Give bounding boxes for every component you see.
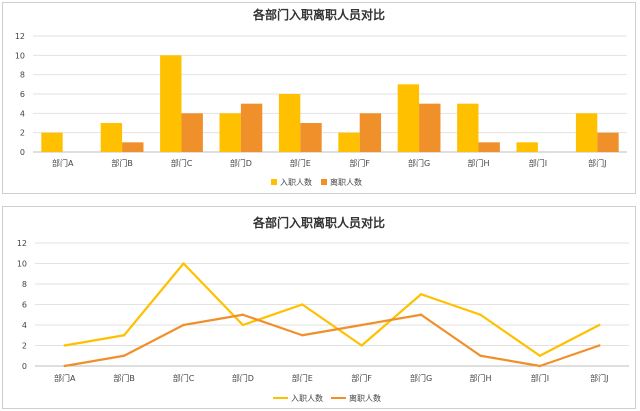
bar-leave (597, 132, 619, 152)
bar-hire (41, 132, 63, 152)
point-hire (122, 334, 126, 337)
y-tick-label: 0 (22, 362, 27, 371)
bar-chart-panel: 各部门入职离职人员对比 0 2 4 6 8 10 12 部门A 部门B 部门C 部门D 部门E 部门F… (2, 2, 636, 194)
x-tick-label: 部门G (408, 158, 430, 168)
point-leave (538, 364, 542, 368)
x-tick-label: 部门A (52, 158, 74, 168)
bar-hire (219, 113, 241, 152)
y-tick-label: 6 (22, 301, 27, 310)
x-tick-label: 部门H (469, 373, 491, 383)
line-chart-title: 各部门入职离职人员对比 (252, 215, 385, 230)
x-tick-label: 部门J (590, 373, 608, 383)
y-tick-label: 2 (22, 342, 27, 351)
point-leave (598, 344, 601, 347)
bar-hire (516, 142, 538, 152)
y-tick-label: 4 (22, 321, 27, 330)
bar-leave (181, 113, 203, 152)
legend-label-leave: 离职人数 (330, 177, 362, 187)
y-tick-label: 0 (20, 148, 25, 157)
bar-hire (457, 103, 479, 152)
x-tick-label: 部门B (111, 158, 133, 168)
bar-hire (100, 123, 123, 152)
bar-hire (397, 84, 420, 152)
x-tick-label: 部门C (173, 373, 195, 383)
x-tick-label: 部门G (410, 373, 432, 383)
point-hire (301, 303, 304, 306)
point-hire (479, 313, 482, 316)
x-tick-label: 部门D (230, 158, 252, 168)
x-tick-label: 部门F (351, 373, 372, 383)
bar-chart: 各部门入职离职人员对比 0 2 4 6 8 10 12 部门A 部门B 部门C 部门D 部门E 部门F… (15, 7, 627, 187)
point-leave (419, 313, 423, 316)
x-tick-label: 部门B (113, 373, 135, 383)
y-tick-label: 4 (20, 109, 25, 118)
x-tick-label: 部门J (588, 158, 606, 168)
point-hire (419, 293, 423, 296)
x-tick-label: 部门F (349, 158, 370, 168)
point-hire (182, 262, 185, 265)
point-leave (63, 364, 66, 368)
point-hire (63, 344, 66, 347)
x-tick-label: 部门H (467, 158, 489, 168)
point-hire (598, 323, 601, 327)
point-leave (241, 313, 245, 316)
bar-leave (359, 113, 382, 152)
y-tick-label: 10 (15, 51, 25, 60)
line-chart: 各部门入职离职人员对比 0 2 4 6 8 10 12 部门A 部门B 部门C 部门D 部门E 部门F… (17, 215, 629, 403)
y-tick-label: 10 (17, 260, 27, 269)
x-tick-label: 部门E (292, 373, 313, 383)
bar-hire (338, 132, 360, 152)
y-tick-label: 12 (15, 32, 25, 41)
y-tick-label: 8 (22, 280, 27, 289)
legend-swatch-hire (271, 179, 277, 185)
line-hire (64, 262, 600, 357)
line-chart-panel: 各部门入职离职人员对比 0 2 4 6 8 10 12 部门A 部门B 部门C 部门D 部门E 部门F… (2, 206, 636, 409)
y-tick-label: 6 (20, 90, 25, 99)
bar-leave (478, 142, 500, 152)
point-leave (479, 354, 482, 357)
y-tick-label: 12 (17, 239, 27, 248)
bar-leave (122, 142, 144, 152)
bar-hire (160, 55, 182, 153)
legend-label-leave: 离职人数 (349, 393, 381, 403)
point-hire (241, 323, 245, 327)
y-tick-label: 2 (20, 129, 25, 138)
y-tick-label: 8 (20, 71, 25, 80)
x-tick-label: 部门E (290, 158, 311, 168)
point-leave (360, 323, 363, 327)
point-leave (182, 323, 185, 327)
legend-label-hire: 入职人数 (280, 177, 312, 187)
point-hire (538, 354, 542, 357)
point-hire (360, 344, 363, 347)
x-tick-label: 部门C (171, 158, 193, 168)
legend-label-hire: 入职人数 (291, 393, 323, 403)
x-tick-label: 部门I (531, 373, 549, 383)
line-leave (64, 313, 600, 368)
bar-leave (419, 103, 441, 152)
point-leave (122, 354, 126, 357)
bar-leave (240, 103, 263, 152)
legend-swatch-leave (321, 179, 327, 185)
bar-hire (278, 94, 301, 152)
x-tick-label: 部门I (529, 158, 547, 168)
point-leave (301, 334, 304, 337)
bar-chart-title: 各部门入职离职人员对比 (252, 7, 385, 22)
x-tick-label: 部门D (232, 373, 254, 383)
bar-hire (575, 113, 598, 152)
x-tick-label: 部门A (54, 373, 76, 383)
bar-leave (300, 123, 322, 152)
